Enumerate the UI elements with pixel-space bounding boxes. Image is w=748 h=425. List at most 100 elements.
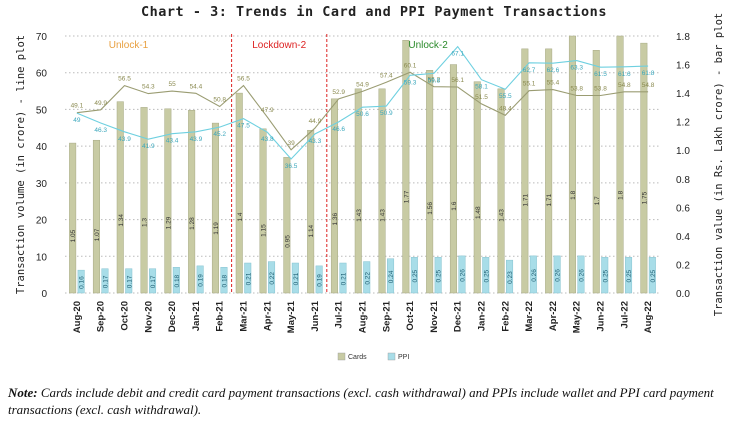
ppi-line-label: 61.8	[642, 70, 655, 77]
ppi-bar-label: 0.22	[269, 272, 276, 285]
cards-bar-label: 1.7	[594, 196, 601, 205]
cards-bar	[545, 48, 553, 294]
ppi-bar	[101, 268, 109, 294]
cards-bar	[378, 88, 386, 294]
right-axis-tick-label: 0.6	[676, 203, 690, 214]
x-tick-label: Jun-21	[310, 300, 321, 331]
cards-bar-label: 1.43	[380, 209, 387, 222]
ppi-bar-label: 0.26	[459, 269, 466, 282]
ppi-bar-label: 0.17	[102, 275, 109, 288]
cards-line-label: 56.2	[428, 77, 441, 84]
cards-bar	[449, 64, 457, 294]
cards-bar	[259, 128, 267, 294]
x-tick-label: Jul-21	[334, 300, 345, 328]
ppi-bar	[149, 268, 157, 294]
ppi-bar	[482, 257, 490, 294]
left-axis-tick-label: 40	[36, 142, 48, 153]
x-tick-label: Dec-20	[167, 301, 178, 332]
axes: 0102030405060700.00.20.40.60.81.01.21.41…	[15, 13, 725, 333]
cards-bar-label: 1.15	[261, 224, 268, 237]
left-axis-tick-label: 70	[36, 32, 48, 43]
ppi-line-label: 45.2	[213, 131, 226, 138]
ppi-bar	[648, 257, 656, 294]
left-axis-tick-label: 0	[41, 289, 47, 300]
phase-annotation: Unlock-2	[408, 40, 448, 51]
ppi-bar-label: 0.26	[531, 269, 538, 282]
ppi-bar-label: 0.26	[555, 269, 562, 282]
cards-line-label: 56.5	[118, 76, 131, 83]
cards-line-label: 53.8	[594, 85, 607, 92]
legend-swatch-ppi	[387, 352, 396, 361]
cards-bar	[640, 42, 648, 294]
cards-line-label: 51.5	[475, 94, 488, 101]
cards-line-label: 44.9	[309, 118, 322, 125]
x-tick-label: Aug-21	[358, 300, 369, 333]
ppi-line-label: 41.9	[142, 143, 155, 150]
legend-label-ppi: PPI	[398, 354, 409, 361]
ppi-line-label: 43.4	[166, 138, 179, 145]
right-axis-tick-label: 1.0	[676, 146, 690, 157]
gridlines	[65, 35, 660, 294]
ppi-bar-label: 0.18	[221, 274, 228, 287]
cards-line-label: 55	[168, 81, 176, 88]
cards-line-label: 56.1	[451, 77, 464, 84]
cards-bar	[330, 98, 338, 294]
cards-bar-label: 1.71	[522, 194, 529, 207]
cards-bar	[568, 35, 576, 294]
x-tick-label: Apr-21	[262, 300, 273, 331]
cards-bar	[473, 81, 481, 294]
cards-bar-label: 1.8	[570, 190, 577, 199]
cards-bar	[307, 129, 315, 294]
chart-title: Chart - 3: Trends in Card and PPI Paymen…	[141, 4, 607, 20]
cards-line-label: 55.1	[523, 81, 536, 88]
x-tick-label: Oct-20	[120, 301, 131, 331]
footnote-prefix: Note:	[8, 385, 38, 400]
ppi-bar	[172, 267, 180, 294]
ppi-bar-label: 0.21	[293, 272, 300, 285]
ppi-bar	[458, 255, 466, 294]
ppi-line-label: 59.8	[428, 77, 441, 84]
ppi-bar-label: 0.22	[364, 272, 371, 285]
footnote: Note: Cards include debit and credit car…	[8, 384, 743, 418]
ppi-line	[76, 45, 649, 160]
ppi-bar	[268, 261, 276, 294]
x-tick-label: Oct-21	[405, 300, 416, 330]
left-axis-tick-label: 10	[36, 252, 48, 263]
ppi-line-label: 47.5	[237, 123, 250, 130]
ppi-bar-label: 0.26	[578, 269, 585, 282]
ppi-bar	[625, 257, 633, 294]
cards-bar-label: 1.43	[356, 209, 363, 222]
ppi-bar-label: 0.25	[602, 269, 609, 282]
cards-bar-label: 1.3	[142, 218, 149, 227]
right-axis-tick-label: 0.0	[676, 289, 690, 300]
ppi-bar-label: 0.18	[174, 274, 181, 287]
cards-bar	[211, 122, 219, 294]
ppi-bar-label: 0.25	[483, 269, 490, 282]
cards-bar	[69, 142, 77, 294]
ppi-bar	[196, 265, 204, 294]
left-axis-tick-label: 60	[36, 69, 48, 80]
ppi-line-label: 63.3	[570, 65, 583, 72]
cards-bar	[164, 108, 172, 294]
cards-line-label: 54.9	[356, 81, 369, 88]
cards-bar-label: 1.77	[403, 190, 410, 203]
ppi-bar	[601, 257, 609, 294]
cards-bar-label: 1.05	[70, 229, 77, 242]
ppi-line-label: 61.6	[618, 71, 631, 78]
ppi-bar	[77, 269, 85, 294]
ppi-line-label: 43.8	[261, 136, 274, 143]
cards-line-label: 52.9	[332, 89, 345, 96]
ppi-bar-label: 0.21	[245, 272, 252, 285]
cards-bar	[592, 50, 600, 294]
trends-combo-chart: 1.05 0.16 1.07 0.17 1.34 0.17 1.3 0.17 1.29 0.18 1…	[15, 13, 725, 361]
phase-annotation: Unlock-1	[109, 40, 149, 51]
ppi-bar-label: 0.17	[150, 275, 157, 288]
x-tick-label: Jul-22	[619, 301, 630, 328]
x-tick-label: May-21	[286, 300, 297, 333]
cards-bar	[140, 107, 148, 294]
data-labels: 1.05 0.16 1.07 0.17 1.34 0.17 1.3 0.17 1.29 0.18 1…	[70, 40, 657, 289]
cards-bar	[188, 109, 196, 294]
ppi-bar	[339, 262, 347, 294]
ppi-bar	[434, 257, 442, 294]
cards-bar-label: 1.75	[641, 191, 648, 204]
